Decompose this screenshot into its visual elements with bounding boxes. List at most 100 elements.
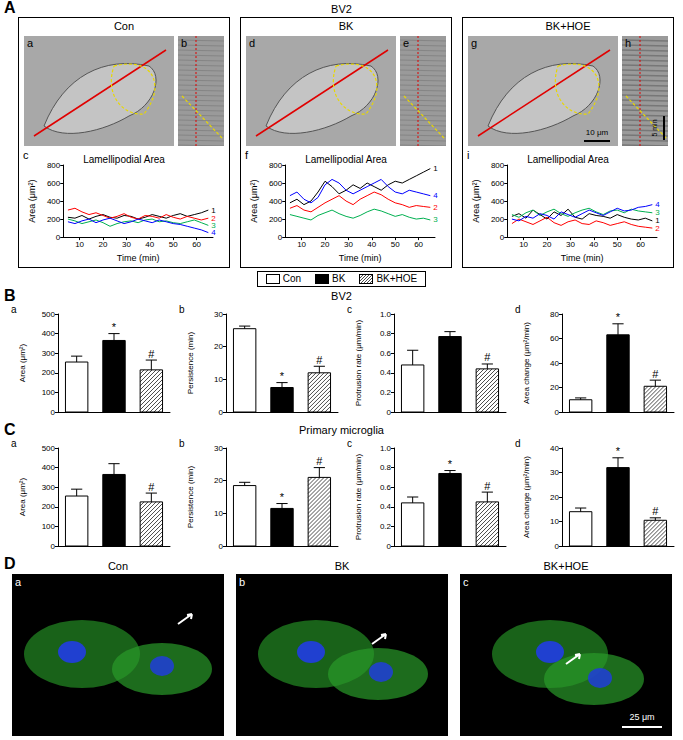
svg-text:*: * (448, 458, 453, 470)
svg-text:Area change (μm²/min): Area change (μm²/min) (522, 456, 531, 538)
svg-text:10: 10 (214, 509, 223, 518)
svg-text:20: 20 (214, 342, 223, 351)
svg-text:200: 200 (47, 215, 61, 224)
svg-text:40: 40 (550, 444, 559, 453)
svg-text:100: 100 (42, 522, 56, 531)
svg-text:30: 30 (122, 240, 131, 249)
svg-text:30: 30 (550, 468, 559, 477)
svg-text:20: 20 (550, 493, 559, 502)
svg-text:600: 600 (491, 179, 505, 188)
svg-text:20: 20 (99, 240, 108, 249)
svg-text:300: 300 (42, 349, 56, 358)
svg-text:400: 400 (42, 463, 56, 472)
svg-text:10: 10 (519, 240, 528, 249)
svg-text:400: 400 (491, 197, 505, 206)
svg-text:3: 3 (655, 208, 660, 217)
svg-text:Area change (μm²/min): Area change (μm²/min) (522, 322, 531, 404)
svg-text:Persistence (min): Persistence (min) (186, 332, 195, 395)
svg-text:0.4: 0.4 (380, 368, 392, 377)
svg-text:0.4: 0.4 (380, 502, 392, 511)
svg-text:*: * (616, 311, 621, 323)
svg-text:200: 200 (42, 368, 56, 377)
svg-text:*: * (616, 445, 621, 457)
svg-text:Lamellipodial Area: Lamellipodial Area (305, 154, 387, 165)
svg-text:Protrusion rate (μm/min): Protrusion rate (μm/min) (354, 319, 363, 406)
svg-text:400: 400 (269, 197, 283, 206)
svg-text:0: 0 (51, 408, 56, 417)
svg-text:100: 100 (42, 388, 56, 397)
svg-text:60: 60 (636, 240, 645, 249)
svg-text:50: 50 (391, 240, 400, 249)
svg-text:2: 2 (655, 224, 660, 233)
svg-text:500: 500 (42, 444, 56, 453)
svg-text:10: 10 (297, 240, 306, 249)
svg-text:0: 0 (219, 542, 224, 551)
svg-text:400: 400 (42, 329, 56, 338)
svg-text:Area (μm²): Area (μm²) (471, 179, 481, 222)
svg-text:80: 80 (550, 310, 559, 319)
svg-text:400: 400 (47, 197, 61, 206)
svg-text:4: 4 (211, 228, 216, 237)
svg-text:10: 10 (550, 517, 559, 526)
svg-text:0.8: 0.8 (380, 463, 392, 472)
svg-text:*: * (280, 491, 285, 503)
svg-text:20: 20 (214, 476, 223, 485)
svg-text:0: 0 (387, 408, 392, 417)
svg-text:20: 20 (543, 240, 552, 249)
svg-text:#: # (148, 348, 155, 360)
svg-text:#: # (484, 351, 491, 363)
svg-text:200: 200 (491, 215, 505, 224)
svg-text:Time (min): Time (min) (117, 253, 160, 263)
svg-text:0.2: 0.2 (380, 388, 392, 397)
svg-text:0.6: 0.6 (380, 349, 392, 358)
svg-text:Protrusion rate (μm/min): Protrusion rate (μm/min) (354, 453, 363, 540)
svg-text:#: # (316, 455, 323, 467)
svg-text:1.0: 1.0 (380, 444, 392, 453)
svg-text:60: 60 (192, 240, 201, 249)
svg-text:0: 0 (500, 233, 505, 242)
svg-text:40: 40 (367, 240, 376, 249)
svg-text:0.6: 0.6 (380, 483, 392, 492)
svg-text:0: 0 (219, 408, 224, 417)
svg-text:2: 2 (433, 203, 438, 212)
svg-text:30: 30 (214, 444, 223, 453)
svg-text:10: 10 (214, 375, 223, 384)
svg-text:50: 50 (169, 240, 178, 249)
svg-text:600: 600 (269, 179, 283, 188)
svg-text:40: 40 (550, 359, 559, 368)
svg-text:0: 0 (51, 542, 56, 551)
svg-text:4: 4 (433, 191, 438, 200)
svg-text:0: 0 (56, 233, 61, 242)
svg-text:50: 50 (613, 240, 622, 249)
svg-text:0.2: 0.2 (380, 522, 392, 531)
svg-text:#: # (484, 480, 491, 492)
svg-text:60: 60 (550, 334, 559, 343)
svg-text:1: 1 (433, 164, 438, 173)
svg-text:200: 200 (42, 502, 56, 511)
svg-text:40: 40 (589, 240, 598, 249)
svg-text:Lamellipodial Area: Lamellipodial Area (527, 154, 609, 165)
svg-text:30: 30 (214, 310, 223, 319)
svg-text:#: # (316, 354, 323, 366)
svg-text:0: 0 (278, 233, 283, 242)
svg-text:10: 10 (75, 240, 84, 249)
svg-text:Lamellipodial Area: Lamellipodial Area (83, 154, 165, 165)
svg-text:Area (μm²): Area (μm²) (249, 179, 259, 222)
svg-text:200: 200 (269, 215, 283, 224)
svg-text:Time (min): Time (min) (561, 253, 604, 263)
svg-text:30: 30 (566, 240, 575, 249)
svg-text:20: 20 (550, 383, 559, 392)
svg-text:4: 4 (655, 200, 660, 209)
svg-text:800: 800 (47, 161, 61, 170)
svg-text:3: 3 (433, 215, 438, 224)
svg-text:0: 0 (555, 542, 560, 551)
svg-text:Area (μm²): Area (μm²) (27, 179, 37, 222)
svg-text:600: 600 (47, 179, 61, 188)
svg-text:20: 20 (321, 240, 330, 249)
svg-text:*: * (112, 321, 117, 333)
svg-text:Persistence (min): Persistence (min) (186, 466, 195, 529)
svg-text:1.0: 1.0 (380, 310, 392, 319)
svg-text:*: * (280, 370, 285, 382)
svg-text:800: 800 (269, 161, 283, 170)
svg-text:0.8: 0.8 (380, 329, 392, 338)
